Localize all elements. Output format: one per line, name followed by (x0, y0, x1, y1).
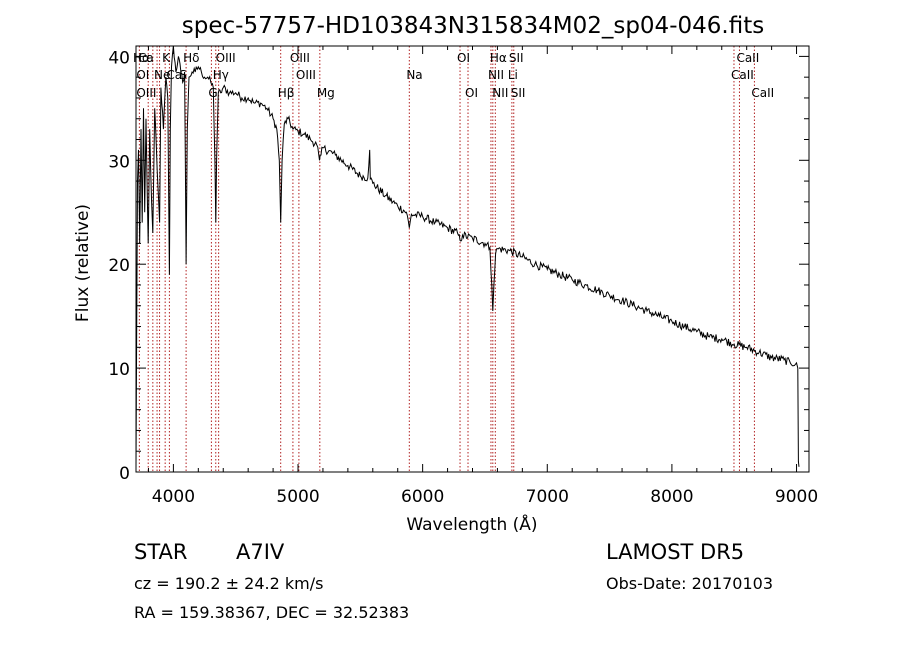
survey-label: LAMOST DR5 (606, 540, 745, 564)
line-marker-label: Hβ (278, 86, 295, 100)
observation-date: Obs-Date: 20170103 (606, 574, 774, 593)
coordinates: RA = 159.38367, DEC = 32.52383 (134, 603, 410, 622)
line-marker-label: Hδ (183, 51, 199, 65)
x-tick-label: 6000 (401, 487, 444, 507)
line-marker-label: OIII (136, 86, 156, 100)
line-marker-label: NII (488, 68, 504, 82)
line-marker-label: Ca (166, 68, 182, 82)
x-axis-label: Wavelength (Å) (406, 513, 537, 535)
line-marker-label: CaII (736, 51, 759, 65)
y-tick-label: 40 (108, 48, 130, 68)
line-marker-label: Hγ (213, 68, 229, 82)
line-marker-label: SII (511, 86, 526, 100)
line-marker-label: Na (406, 68, 422, 82)
x-tick-label: 7000 (526, 487, 569, 507)
x-tick-label: 5000 (276, 487, 319, 507)
line-marker-label: Ca (138, 51, 154, 65)
line-marker-label: OIII (290, 51, 310, 65)
line-marker-label: Li (508, 68, 518, 82)
line-marker-label: K (162, 51, 171, 65)
spectrum-line (135, 45, 800, 467)
line-marker-label: CaII (731, 68, 754, 82)
line-marker-label: NII (492, 86, 508, 100)
line-marker-label: OI (457, 51, 470, 65)
line-marker-label: SII (509, 51, 524, 65)
x-tick-label: 8000 (650, 487, 693, 507)
chart-title: spec-57757-HD103843N315834M02_sp04-046.f… (182, 13, 764, 39)
y-axis-label: Flux (relative) (73, 204, 93, 322)
line-marker-label: OIII (216, 51, 236, 65)
object-class: STAR (134, 540, 188, 564)
redshift-value: cz = 190.2 ± 24.2 km/s (134, 574, 324, 593)
x-axis: 4000 5000 6000 7000 8000 9000 (147, 46, 818, 507)
spectral-subclass: A7IV (236, 540, 285, 564)
x-tick-label: 9000 (775, 487, 818, 507)
line-marker-label: OI (465, 86, 478, 100)
line-marker-label: Mg (317, 86, 335, 100)
line-marker-label: OIII (296, 68, 316, 82)
line-marker-label: CaII (751, 86, 774, 100)
y-tick-label: 30 (108, 152, 130, 172)
y-axis: 0 10 20 30 40 (108, 48, 809, 484)
y-tick-label: 20 (108, 256, 130, 276)
line-marker-label: Hα (133, 51, 150, 65)
plot-frame (135, 45, 810, 473)
y-tick-label: 0 (119, 464, 130, 484)
y-tick-label: 10 (108, 360, 130, 380)
line-marker-layer (138, 46, 755, 472)
line-marker-label: Hα (490, 51, 507, 65)
x-tick-label: 4000 (152, 487, 195, 507)
line-marker-label: OI (136, 68, 149, 82)
line-marker-label: S (179, 68, 187, 82)
